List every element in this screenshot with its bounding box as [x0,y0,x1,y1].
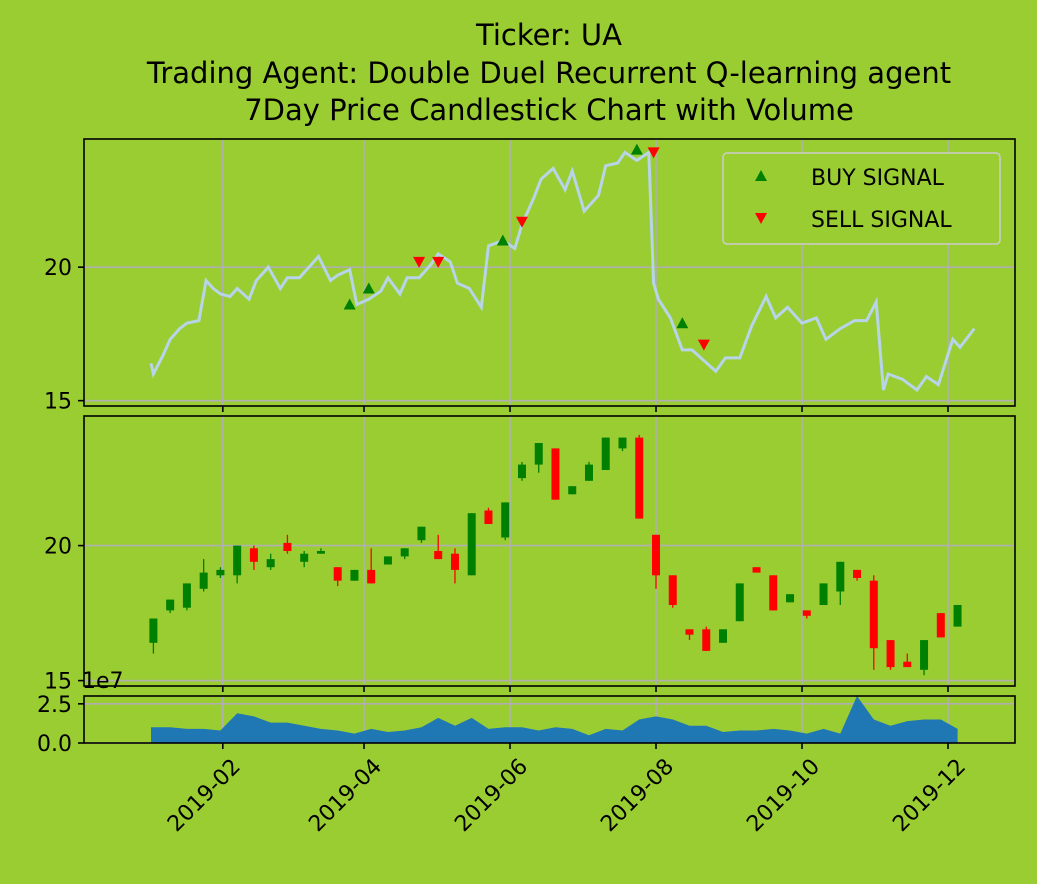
candle-26 [585,462,593,481]
candle-24 [551,448,559,499]
candle-body-31 [669,575,677,605]
candle-29 [635,435,643,519]
candle-21 [501,502,509,540]
candle-body-43 [870,581,878,649]
candle-38 [786,594,794,602]
candle-body-48 [954,605,962,627]
candle-36 [753,567,761,572]
candle-body-10 [317,551,325,554]
candle-35 [736,583,744,621]
candle-body-28 [618,438,626,449]
candle-body-38 [786,594,794,602]
candle-25 [568,486,576,494]
candle-panel-ytick-label-1: 20 [44,535,72,560]
candle-body-2 [183,583,191,607]
candle-panel-ytick-label-0: 15 [44,670,72,695]
candle-47 [937,613,945,637]
candle-body-14 [384,556,392,564]
candle-body-1 [166,600,174,611]
candle-body-33 [702,629,710,651]
candle-body-18 [451,554,459,570]
candle-34 [719,629,727,643]
candle-body-11 [334,567,342,581]
candle-body-22 [518,465,526,479]
candle-body-7 [267,559,275,567]
candle-body-36 [753,567,761,572]
candle-body-44 [887,640,895,667]
chart-title-ticker: Ticker: UA [475,18,622,52]
candle-body-39 [803,610,811,615]
price-legend: BUY SIGNAL SELL SIGNAL [723,153,1000,244]
candle-body-5 [233,546,241,576]
candle-body-17 [434,551,442,559]
candle-body-32 [686,629,694,634]
candle-body-47 [937,613,945,637]
chart-title-description: 7Day Price Candlestick Chart with Volume [244,93,854,127]
candle-44 [887,640,895,670]
candle-37 [769,575,777,610]
chart-title-agent: Trading Agent: Double Duel Recurrent Q-l… [146,56,951,90]
candle-body-15 [401,548,409,556]
price-panel-ytick-label-1: 20 [44,256,72,281]
candle-body-23 [535,443,543,465]
candle-body-27 [602,438,610,470]
candle-body-3 [200,573,208,589]
candle-40 [820,583,828,605]
candle-body-24 [551,448,559,499]
candle-27 [602,438,610,470]
candle-body-30 [652,535,660,576]
candle-body-35 [736,583,744,621]
candle-31 [669,575,677,607]
candle-body-42 [853,570,861,578]
candle-body-26 [585,465,593,481]
volume-panel-ytick-label-1: 2.5 [37,693,72,718]
candle-33 [702,627,710,651]
candle-48 [954,605,962,627]
candle-body-34 [719,629,727,643]
candle-body-46 [920,640,928,670]
candle-body-21 [501,502,509,537]
price-panel-ytick-label-0: 15 [44,390,72,415]
candle-2 [183,583,191,610]
candle-body-45 [903,662,911,667]
candle-19 [468,513,476,575]
candle-body-37 [769,575,777,610]
candle-22 [518,462,526,481]
candle-12 [350,570,358,581]
volume-offset-label: 1e7 [82,669,124,694]
candle-body-41 [836,562,844,592]
candle-body-9 [300,554,308,562]
legend-sell-label: SELL SIGNAL [811,208,952,233]
candle-body-4 [216,570,224,575]
candle-14 [384,556,392,564]
candle-body-40 [820,583,828,605]
candle-body-25 [568,486,576,494]
candle-body-0 [149,619,157,643]
candle-body-29 [635,438,643,519]
candle-body-8 [283,543,291,551]
candle-body-20 [484,511,492,525]
candle-body-13 [367,570,375,584]
candle-body-6 [250,548,258,562]
volume-panel-ytick-label-0: 0.0 [37,732,72,757]
legend-buy-label: BUY SIGNAL [811,166,945,191]
candle-body-19 [468,513,476,575]
candle-body-12 [350,570,358,581]
candle-body-16 [417,527,425,541]
